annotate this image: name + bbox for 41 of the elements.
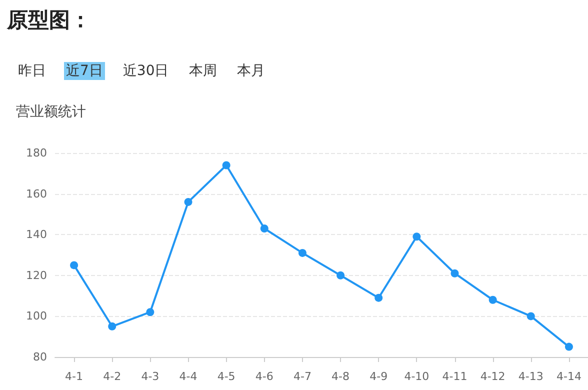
y-tick-label: 160 — [26, 187, 47, 200]
text: 近7日 — [64, 62, 105, 80]
point — [298, 248, 306, 257]
x-tick-label: 4-5 — [217, 370, 236, 383]
text: 近30日 — [122, 62, 170, 80]
text: 本月 — [236, 62, 266, 80]
text: 本周 — [188, 62, 218, 80]
chart-subtitle: 营业额统计 — [16, 103, 86, 121]
x-tick-label: 4-9 — [370, 370, 388, 383]
point — [412, 232, 421, 241]
x-tick-label: 4-3 — [141, 370, 160, 383]
point — [222, 161, 230, 170]
point — [336, 271, 345, 280]
y-tick-label: 140 — [26, 228, 47, 242]
text: 昨日 — [17, 62, 47, 80]
point — [374, 294, 383, 302]
point — [70, 261, 78, 270]
x-tick-label: 4-14 — [556, 370, 582, 383]
point — [108, 322, 116, 330]
x-tick-label: 4-6 — [255, 370, 274, 383]
point — [260, 224, 268, 232]
point — [184, 198, 192, 206]
x-tick-label: 4-4 — [179, 370, 198, 383]
x-tick-label: 4-2 — [103, 370, 122, 383]
y-tick-label: 180 — [26, 146, 47, 160]
y-tick-label: 100 — [26, 310, 47, 323]
point — [450, 269, 459, 278]
point — [146, 308, 154, 316]
point — [526, 312, 535, 320]
x-tick-label: 4-1 — [65, 370, 84, 383]
point — [564, 342, 573, 351]
chart-title: 原型图： — [7, 7, 91, 34]
x-tick-label: 4-11 — [442, 370, 468, 383]
y-tick-label: 120 — [26, 268, 47, 282]
point — [488, 296, 497, 304]
y-tick-label: 80 — [33, 350, 47, 364]
x-tick-label: 4-10 — [404, 370, 430, 383]
x-tick-label: 4-12 — [480, 370, 506, 383]
x-tick-label: 4-13 — [518, 370, 544, 383]
x-tick-label: 4-8 — [332, 370, 350, 383]
x-tick-label: 4-7 — [293, 370, 312, 383]
